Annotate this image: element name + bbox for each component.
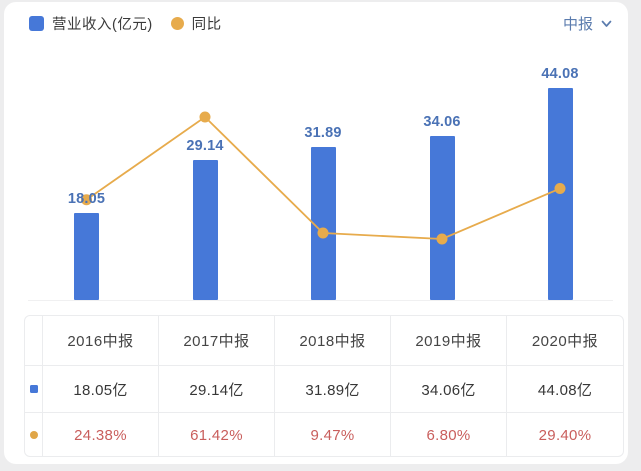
legend-item-yoy[interactable]: 同比: [170, 13, 222, 34]
revenue-cell: 34.06亿: [391, 366, 507, 413]
yoy-data-point-2018中报[interactable]: [317, 227, 329, 239]
yoy-cell: 9.47%: [275, 413, 391, 456]
revenue-bar-2016中报[interactable]: [74, 213, 99, 300]
table-corner-cell: [25, 316, 43, 366]
column-header-2018中报: 2018中报: [275, 316, 391, 366]
row-icon-cell: [25, 413, 43, 456]
bar-value-label: 44.08: [541, 65, 579, 82]
row-icon-cell: [25, 366, 43, 413]
revenue-cell: 31.89亿: [275, 366, 391, 413]
chart-card: 营业收入(亿元) 同比 中报 18.05 29.14 31.89 34.06 44.08…: [4, 2, 628, 464]
legend-yoy-label: 同比: [191, 16, 222, 33]
yoy-data-point-2016中报[interactable]: [81, 194, 92, 206]
revenue-cell: 18.05亿: [43, 366, 159, 413]
revenue-cell: 44.08亿: [507, 366, 623, 413]
column-header-2019中报: 2019中报: [391, 316, 507, 366]
yoy-cell: 61.42%: [159, 413, 275, 456]
combo-chart: 18.05 29.14 31.89 34.06 44.08: [4, 2, 641, 312]
period-selector-dropdown[interactable]: 中报: [563, 13, 614, 34]
revenue-bar-2018中报[interactable]: [310, 146, 336, 300]
period-selector-label: 中报: [562, 15, 593, 33]
column-header-2016中报: 2016中报: [43, 316, 159, 366]
revenue-bar-2017中报[interactable]: [192, 159, 218, 300]
bar-series-icon: [29, 15, 44, 31]
column-header-2020中报: 2020中报: [507, 316, 623, 366]
legend-row: 营业收入(亿元) 同比 中报: [29, 12, 614, 34]
bar-value-label: 31.89: [304, 124, 342, 141]
line-series-icon: [170, 16, 184, 30]
chevron-down-icon: [599, 16, 614, 31]
bar-value-label: 34.06: [423, 114, 461, 131]
revenue-cell: 29.14亿: [159, 366, 275, 413]
yoy-data-point-2017中报[interactable]: [199, 111, 211, 123]
yoy-cell: 29.40%: [538, 426, 592, 444]
column-header-2017中报: 2017中报: [159, 316, 275, 366]
legend-revenue-label: 营业收入(亿元): [52, 16, 153, 33]
yoy-cell: 6.80%: [391, 413, 507, 456]
yoy-data-point-2019中报[interactable]: [436, 233, 448, 245]
revenue-bar-2019中报[interactable]: [429, 136, 455, 300]
yoy-data-point-2020中报[interactable]: [554, 183, 566, 195]
line-series-icon: [29, 431, 38, 439]
legend-item-revenue[interactable]: 营业收入(亿元): [29, 13, 153, 34]
data-table: 2016中报 2017中报 2018中报 2019中报 2020中报 18.05亿 29.1…: [24, 315, 624, 457]
bar-value-label: 29.14: [186, 137, 224, 154]
yoy-cell: 24.38%: [43, 413, 159, 456]
x-axis-baseline: [28, 300, 613, 301]
bar-series-icon: [29, 385, 38, 393]
